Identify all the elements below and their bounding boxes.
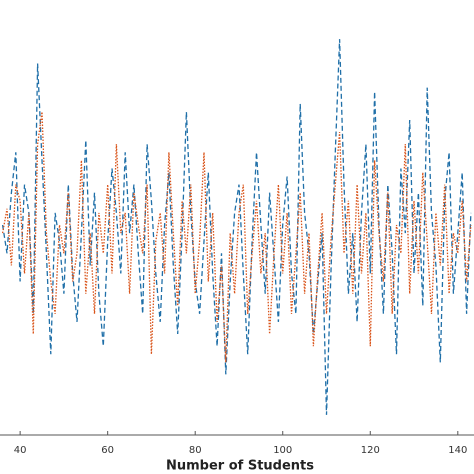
- line-series: [1, 111, 472, 363]
- x-tick-label: 120: [361, 445, 380, 456]
- x-tick-label: 80: [189, 445, 202, 456]
- line-series: [1, 39, 472, 415]
- x-tick-label: 100: [273, 445, 292, 456]
- x-tick-label: 40: [14, 445, 27, 456]
- x-tick-label: 60: [101, 445, 114, 456]
- x-axis-label: Number of Students: [166, 459, 314, 474]
- x-tick-label: 140: [448, 445, 467, 456]
